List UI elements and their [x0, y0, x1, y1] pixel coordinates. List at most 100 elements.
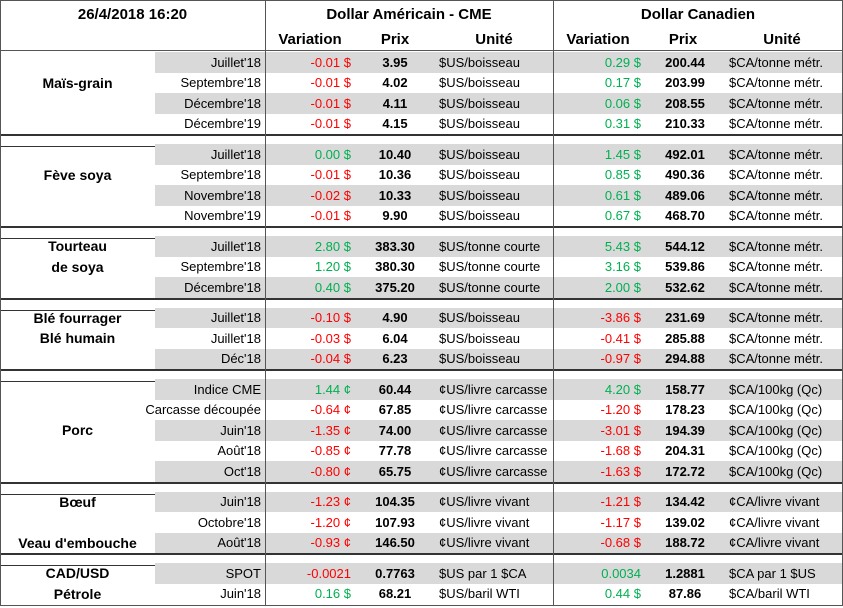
unit: $US/boisseau: [439, 351, 520, 367]
unit: $CA/100kg (Qc): [729, 443, 823, 459]
unit: $US/boisseau: [439, 330, 520, 346]
price: 139.02: [665, 514, 705, 530]
unit: $US/boisseau: [439, 95, 520, 111]
price: 4.15: [382, 116, 408, 132]
variation: -0.93 ¢: [310, 535, 351, 551]
border: [0, 605, 843, 606]
unit: $CA/tonne métr.: [729, 351, 823, 367]
unit: ¢US/livre vivant: [439, 535, 530, 551]
contract: Décembre'18: [184, 95, 261, 111]
price: 489.06: [665, 187, 705, 203]
unit: $US/boisseau: [439, 187, 520, 203]
column-header: Unité: [475, 30, 513, 48]
unit: $CA/baril WTI: [729, 586, 810, 602]
unit: $CA/tonne métr.: [729, 75, 823, 91]
usd-title: Dollar Américain - CME: [326, 5, 492, 23]
variation: -0.03 $: [310, 330, 351, 346]
price: 107.93: [375, 514, 415, 530]
variation: -0.04 $: [310, 351, 351, 367]
contract: Septembre'18: [180, 75, 261, 91]
unit: $US/tonne courte: [439, 279, 541, 295]
column-line: [553, 0, 554, 606]
row-label: Pétrole: [53, 585, 102, 602]
unit: ¢US/livre carcasse: [439, 463, 548, 479]
unit: $CA/tonne métr.: [729, 238, 823, 254]
cad-title: Dollar Canadien: [640, 5, 756, 23]
row-stripe: [155, 563, 843, 584]
contract: Juillet'18: [210, 310, 261, 326]
unit: ¢CA/livre vivant: [729, 494, 820, 510]
unit: $CA/tonne métr.: [729, 310, 823, 326]
variation: -0.85 ¢: [310, 443, 351, 459]
unit: ¢US/livre carcasse: [439, 422, 548, 438]
price: 1.2881: [665, 565, 705, 581]
unit: $CA/tonne métr.: [729, 146, 823, 162]
contract: Oct'18: [223, 463, 261, 479]
unit: $CA par 1 $US: [729, 565, 816, 581]
variation: -1.21 $: [600, 494, 641, 510]
price: 4.90: [382, 310, 408, 326]
unit: $US/tonne courte: [439, 259, 541, 275]
variation: 0.40 $: [314, 279, 351, 295]
price: 178.23: [665, 402, 705, 418]
price: 68.21: [378, 586, 412, 602]
unit: $US/tonne courte: [439, 238, 541, 254]
unit: $CA/100kg (Qc): [729, 402, 823, 418]
contract: Août'18: [217, 443, 261, 459]
unit: ¢CA/livre vivant: [729, 514, 820, 530]
variation: 0.61 $: [604, 187, 641, 203]
contract: Octobre'18: [197, 514, 261, 530]
column-header: Prix: [380, 30, 410, 48]
price: 77.78: [378, 443, 412, 459]
variation: -0.80 ¢: [310, 463, 351, 479]
variation: -0.64 ¢: [310, 402, 351, 418]
unit: $US/boisseau: [439, 167, 520, 183]
row-stripe: [155, 307, 843, 328]
column-header: Unité: [763, 30, 801, 48]
row-stripe: [155, 93, 843, 114]
price: 10.33: [378, 187, 412, 203]
unit: $US/boisseau: [439, 208, 520, 224]
row-stripe: [155, 277, 843, 298]
variation: 0.29 $: [604, 54, 641, 70]
price: 158.77: [665, 381, 705, 397]
contract: Août'18: [217, 535, 261, 551]
price: 532.62: [665, 279, 705, 295]
variation: -0.0021: [306, 565, 351, 581]
contract: Juillet'18: [210, 330, 261, 346]
price: 468.70: [665, 208, 705, 224]
row-label: Bœuf: [59, 493, 96, 510]
price: 4.02: [382, 75, 408, 91]
variation: -0.68 $: [600, 535, 641, 551]
price: 4.11: [382, 95, 408, 111]
unit: $CA/tonne métr.: [729, 95, 823, 111]
variation: -0.01 $: [310, 208, 351, 224]
variation: 0.0034: [601, 565, 641, 581]
price: 294.88: [665, 351, 705, 367]
row-label: Tourteau: [48, 238, 107, 255]
unit: ¢US/livre vivant: [439, 494, 530, 510]
date: 26/4/2018 16:20: [77, 5, 188, 23]
unit: $US/baril WTI: [439, 586, 520, 602]
price: 539.86: [665, 259, 705, 275]
row-stripe: [155, 379, 843, 400]
price: 380.30: [375, 259, 415, 275]
price: 194.39: [665, 422, 705, 438]
unit: $CA/tonne métr.: [729, 330, 823, 346]
unit: $US/boisseau: [439, 116, 520, 132]
price: 188.72: [665, 535, 705, 551]
contract: Juin'18: [220, 422, 261, 438]
row-stripe: [155, 144, 843, 165]
contract: Juillet'18: [210, 54, 261, 70]
variation: -1.68 $: [600, 443, 641, 459]
variation: 1.45 $: [604, 146, 641, 162]
variation: -0.02 $: [310, 187, 351, 203]
unit: $CA/100kg (Qc): [729, 422, 823, 438]
divider: [0, 50, 843, 51]
variation: -0.01 $: [310, 167, 351, 183]
variation: 0.06 $: [604, 95, 641, 111]
variation: 0.00 $: [314, 146, 351, 162]
row-stripe: [155, 491, 843, 512]
contract: Juin'18: [220, 586, 261, 602]
unit: $CA/100kg (Qc): [729, 381, 823, 397]
